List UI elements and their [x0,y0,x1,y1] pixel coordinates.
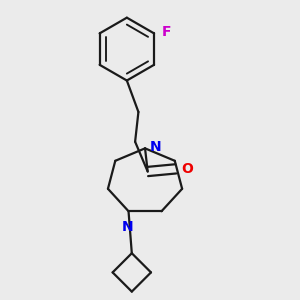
Text: N: N [150,140,162,154]
Text: N: N [122,220,133,233]
Text: O: O [181,162,193,176]
Text: F: F [161,25,171,39]
